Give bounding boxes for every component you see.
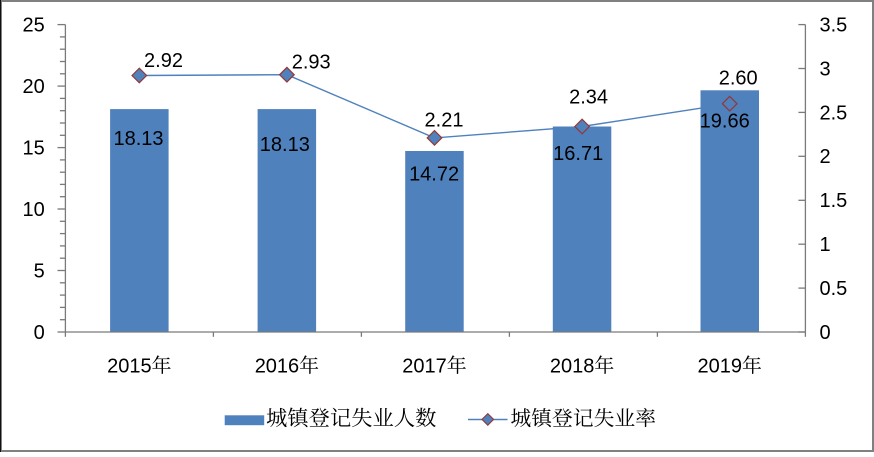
svg-text:2018: 2018 — [550, 355, 595, 377]
svg-text:19.66: 19.66 — [700, 111, 750, 133]
svg-text:0: 0 — [820, 322, 831, 344]
svg-text:18.13: 18.13 — [113, 128, 163, 150]
svg-text:0.5: 0.5 — [820, 278, 848, 300]
svg-text:2.5: 2.5 — [820, 102, 848, 124]
svg-text:2016: 2016 — [255, 355, 300, 377]
svg-text:14.72: 14.72 — [409, 164, 459, 186]
svg-text:25: 25 — [23, 15, 45, 37]
svg-text:20: 20 — [23, 76, 45, 98]
svg-text:5: 5 — [34, 260, 45, 282]
svg-text:2.34: 2.34 — [569, 87, 608, 109]
svg-text:2.93: 2.93 — [292, 51, 331, 73]
svg-text:10: 10 — [23, 199, 45, 221]
svg-text:2.92: 2.92 — [144, 50, 183, 72]
svg-text:18.13: 18.13 — [260, 134, 310, 156]
svg-text:1.5: 1.5 — [820, 190, 848, 212]
svg-text:2.21: 2.21 — [425, 109, 464, 131]
svg-text:0: 0 — [34, 322, 45, 344]
svg-text:3: 3 — [820, 58, 831, 80]
svg-text:2015: 2015 — [107, 355, 152, 377]
svg-text:16.71: 16.71 — [553, 143, 603, 165]
svg-text:3.5: 3.5 — [820, 15, 848, 37]
svg-text:2.60: 2.60 — [719, 68, 758, 90]
svg-text:15: 15 — [23, 138, 45, 160]
svg-text:1: 1 — [820, 234, 831, 256]
svg-text:2: 2 — [820, 146, 831, 168]
svg-text:2019: 2019 — [698, 355, 743, 377]
svg-text:2017: 2017 — [402, 355, 447, 377]
